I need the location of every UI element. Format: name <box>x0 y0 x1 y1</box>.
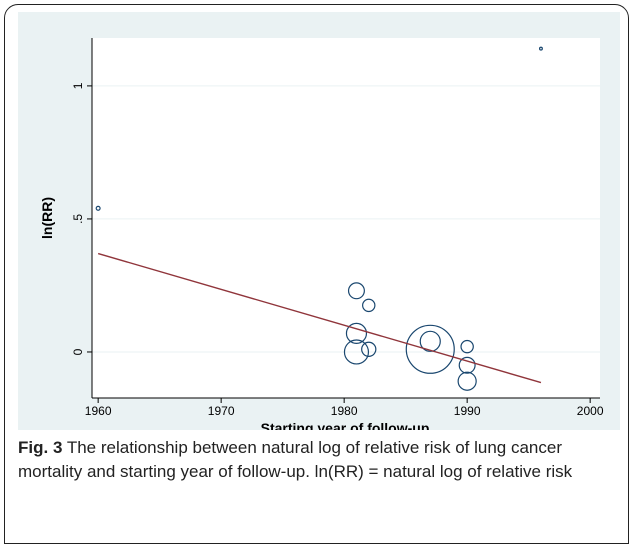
x-tick-label: 1960 <box>85 404 112 418</box>
plot-region <box>92 38 600 398</box>
y-tick-label: 1 <box>71 82 85 89</box>
y-axis-label: ln(RR) <box>39 197 55 239</box>
x-tick-label: 1990 <box>454 404 481 418</box>
bubble <box>457 371 477 391</box>
chart: Starting year of follow-up ln(RR) 0 .5 1 19… <box>18 12 620 430</box>
bubble <box>458 356 476 374</box>
caption-label: Fig. 3 <box>18 438 63 457</box>
x-tick-label: 1980 <box>331 404 358 418</box>
bubble <box>95 205 101 211</box>
bubble <box>361 341 377 357</box>
caption-text: The relationship between natural log of … <box>18 438 573 481</box>
bubble <box>419 330 441 352</box>
x-tick-label: 2000 <box>577 404 604 418</box>
bubble <box>362 298 376 313</box>
bubble <box>343 339 370 365</box>
y-tick-label: 0 <box>71 348 85 355</box>
fit-line <box>97 252 542 384</box>
bubble <box>345 322 368 344</box>
caption: Fig. 3 The relationship between natural … <box>18 436 618 484</box>
bubble <box>405 324 455 374</box>
bubble <box>460 339 474 354</box>
x-axis-label: Starting year of follow-up <box>261 420 430 430</box>
x-tick-label: 1970 <box>208 404 235 418</box>
y-tick-label: .5 <box>71 214 85 224</box>
bubble <box>538 46 543 51</box>
bubble <box>347 282 365 300</box>
